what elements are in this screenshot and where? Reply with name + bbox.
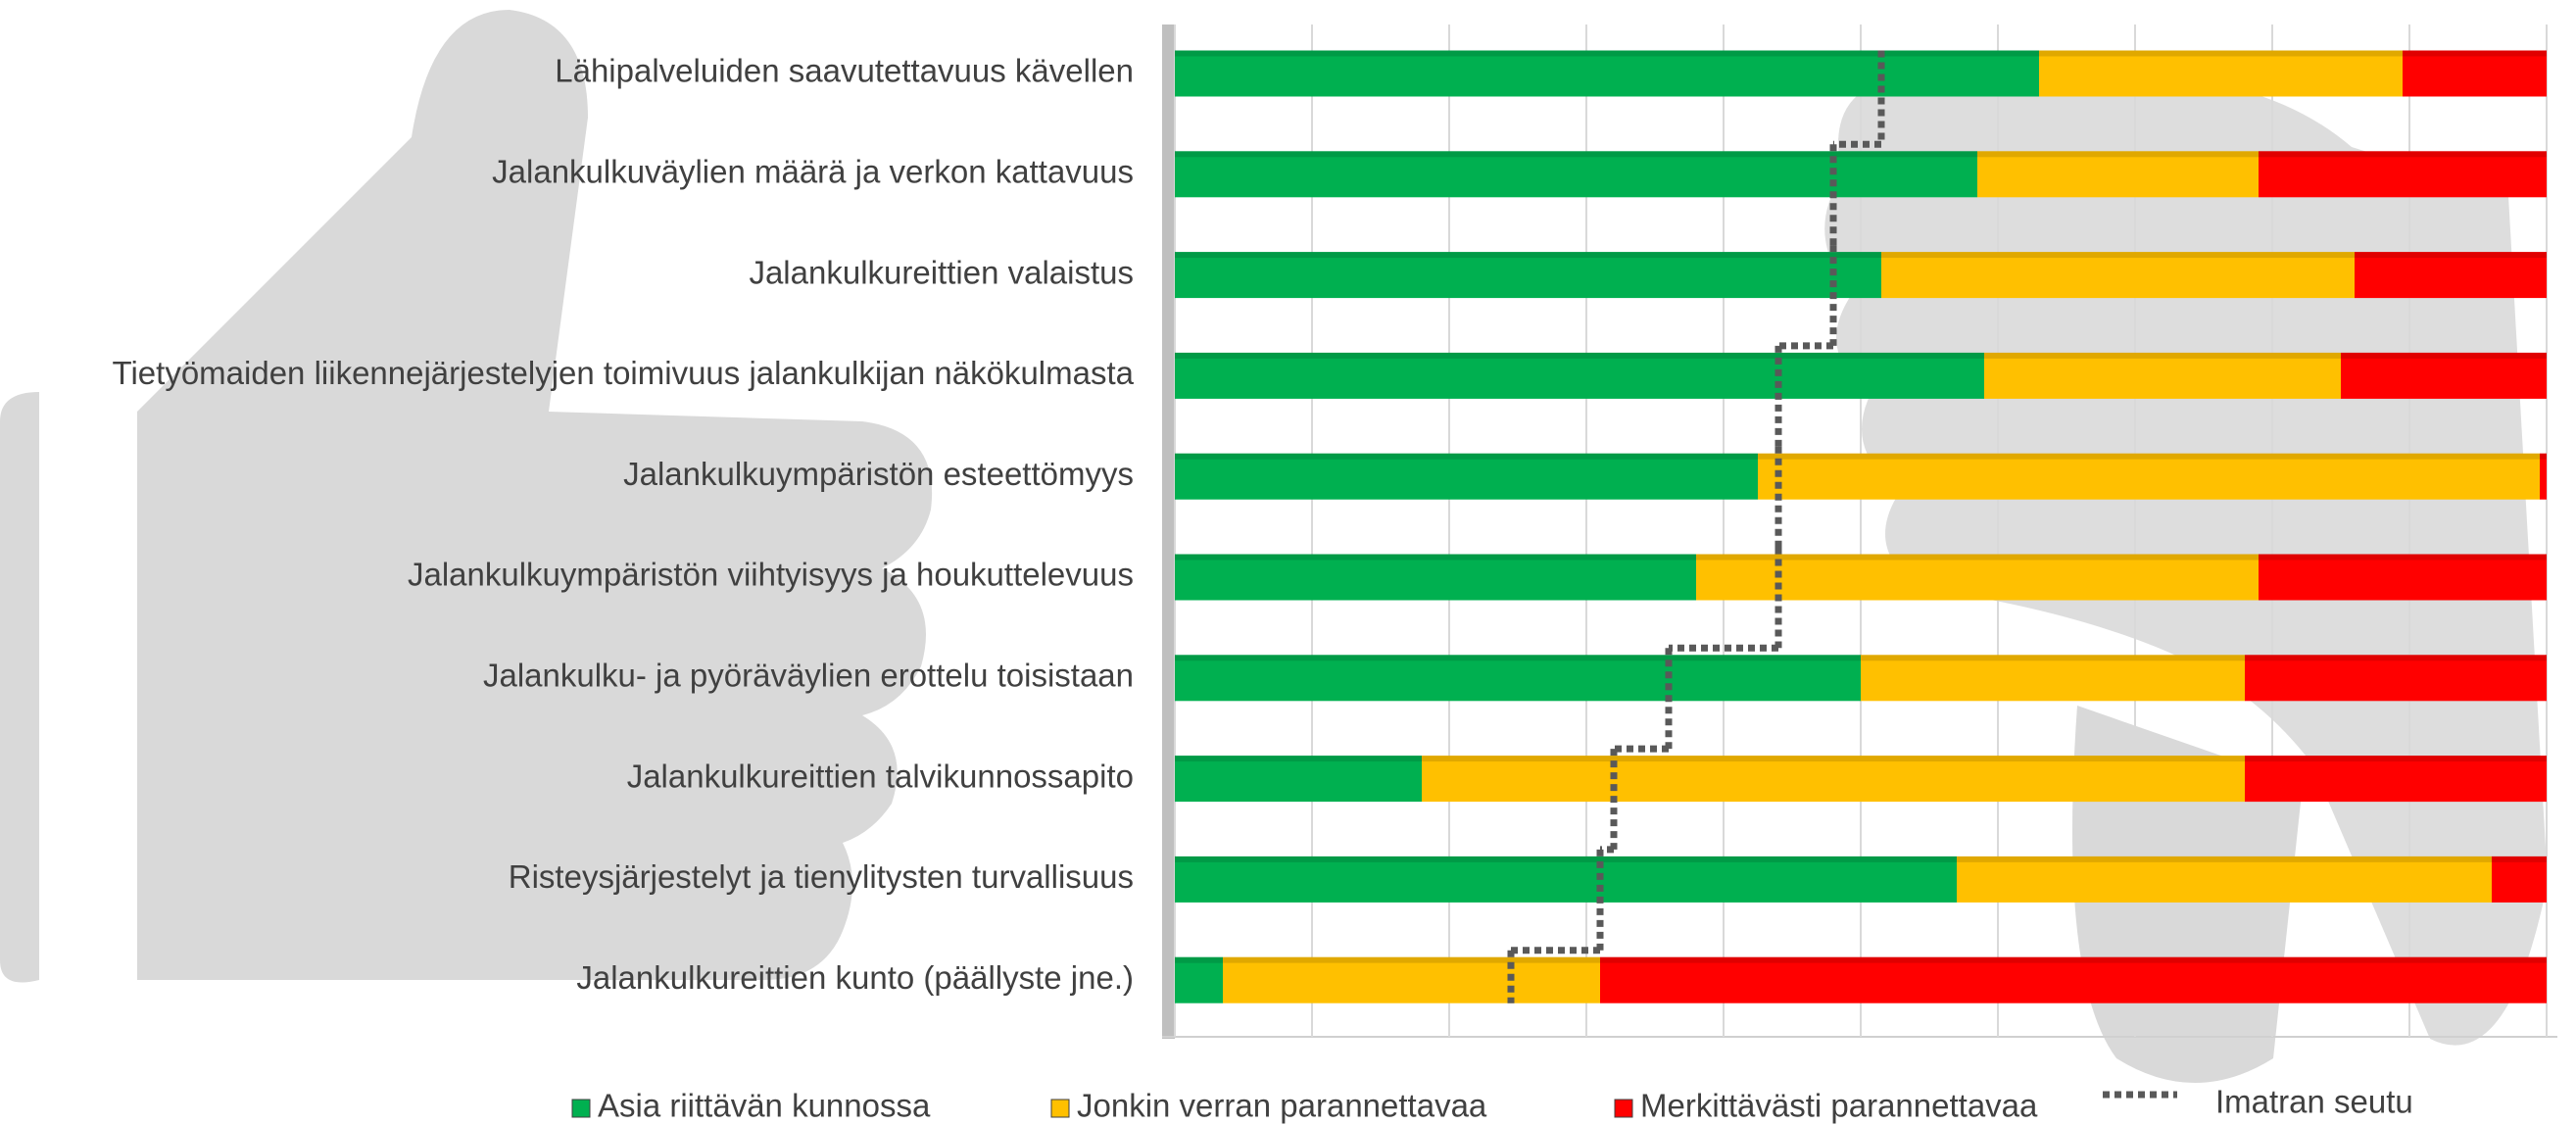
bar-segment-highlight <box>1175 352 1984 359</box>
bar-segment <box>2492 856 2547 903</box>
bar-segment-highlight <box>2540 453 2547 460</box>
bar-segment <box>1175 554 1696 601</box>
bar-segment-highlight <box>2355 252 2547 259</box>
bar-segment <box>1175 756 1422 803</box>
bar-segment-highlight <box>1758 453 2540 460</box>
bar-segment-highlight <box>1175 151 1977 158</box>
bar-segment-highlight <box>2341 352 2547 359</box>
bar-segment <box>1175 50 2039 97</box>
bar-segment-highlight <box>2245 655 2547 661</box>
legend-marker <box>571 1099 591 1118</box>
bar-segment <box>1758 453 2540 500</box>
bar-segment <box>1957 856 2492 903</box>
category-label: Lähipalveluiden saavutettavuus kävellen <box>555 53 1134 89</box>
legend-label: Merkittävästi parannettavaa <box>1640 1088 2038 1124</box>
bar-segment-highlight <box>1984 352 2341 359</box>
bar-segment <box>1696 554 2259 601</box>
category-label: Jalankulkuväylien määrä ja verkon kattav… <box>492 154 1134 190</box>
bar-segment <box>2245 655 2547 702</box>
bar-segment-highlight <box>1175 50 2039 57</box>
category-label: Jalankulkureittien valaistus <box>749 254 1134 290</box>
bar-segment <box>2259 151 2547 198</box>
plot-wall <box>1162 24 1175 1039</box>
bar-segment-highlight <box>1175 453 1758 460</box>
bar-segment <box>1175 352 1984 399</box>
bar-segment <box>2259 554 2547 601</box>
bar-segment-highlight <box>2259 151 2547 158</box>
bar-segment <box>1977 151 2259 198</box>
legend-label: Jonkin verran parannettavaa <box>1077 1088 1487 1124</box>
bar-segment <box>1175 453 1758 500</box>
category-label: Jalankulku- ja pyöräväylien erottelu toi… <box>483 658 1134 694</box>
bar-segment <box>2245 756 2547 803</box>
bar-segment <box>1175 956 1223 1003</box>
bar-segment-highlight <box>1600 956 2547 963</box>
bar-segment-highlight <box>2259 554 2547 561</box>
bar-segment-highlight <box>1175 856 1957 862</box>
bar-segment-highlight <box>1696 554 2259 561</box>
legend-label: Imatran seutu <box>2215 1084 2413 1120</box>
bar-segment <box>1175 252 1881 299</box>
bar-segment-highlight <box>2492 856 2547 862</box>
legend-marker <box>1050 1099 1070 1118</box>
bar-segment-highlight <box>1175 756 1422 762</box>
bar-segment <box>2341 352 2547 399</box>
bar-segment-highlight <box>1175 252 1881 259</box>
bar-segment-highlight <box>1957 856 2492 862</box>
bar-segment <box>2039 50 2403 97</box>
bar-segment-highlight <box>1422 756 2245 762</box>
bar-segment-highlight <box>1175 655 1861 661</box>
bar-segment <box>1881 252 2355 299</box>
bar-segment <box>1175 856 1957 903</box>
bar-segment-highlight <box>2039 50 2403 57</box>
bar-segment <box>2403 50 2547 97</box>
bar-segment <box>2355 252 2547 299</box>
bar-segment-highlight <box>2403 50 2547 57</box>
category-label: Jalankulkureittien talvikunnossapito <box>627 758 1134 794</box>
legend-marker <box>1614 1099 1633 1118</box>
category-label: Risteysjärjestelyt ja tienylitysten turv… <box>509 858 1134 895</box>
bar-segment <box>1175 655 1861 702</box>
category-label: Jalankulkuympäristön esteettömyys <box>623 456 1134 492</box>
bar-segment <box>1422 756 2245 803</box>
bar-segment-highlight <box>1881 252 2355 259</box>
legend-label: Asia riittävän kunnossa <box>598 1088 931 1124</box>
bar-segment <box>1223 956 1600 1003</box>
bar-segment-highlight <box>1175 554 1696 561</box>
bar-segment <box>1861 655 2245 702</box>
bar-segment <box>1984 352 2341 399</box>
category-label: Tietyömaiden liikennejärjestelyjen toimi… <box>113 355 1135 391</box>
category-label: Jalankulkureittien kunto (päällyste jne.… <box>576 959 1134 996</box>
bar-segment-highlight <box>1977 151 2259 158</box>
category-label: Jalankulkuympäristön viihtyisyys ja houk… <box>408 557 1134 593</box>
bar-segment-highlight <box>1223 956 1600 963</box>
bar-segment-highlight <box>1861 655 2245 661</box>
bar-segment-highlight <box>1175 956 1223 963</box>
bar-segment <box>1600 956 2547 1003</box>
bar-segment <box>1175 151 1977 198</box>
bar-segment <box>2540 453 2547 500</box>
bar-segment-highlight <box>2245 756 2547 762</box>
